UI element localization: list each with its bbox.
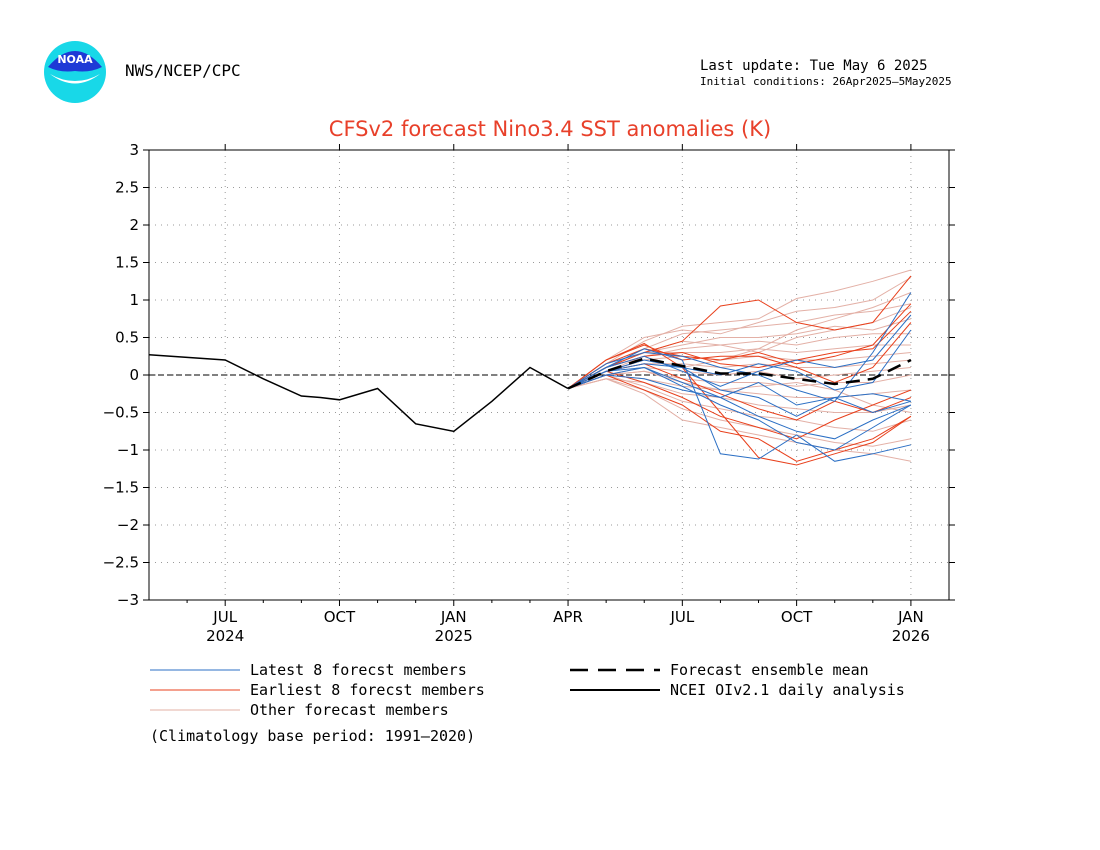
x-tick-label: JAN	[897, 608, 924, 626]
y-axis: −3 −2.5 −2 −1.5 −1 −0.5 0 0.5 1 1.5 2 2.5 3	[103, 141, 955, 609]
latest-members	[567, 292, 912, 462]
y-tick-label: −1.5	[103, 479, 139, 497]
y-tick-label: 0.5	[115, 329, 139, 347]
other-member-line	[567, 374, 912, 432]
initial-conditions-label: Initial conditions: 26Apr2025—5May2025	[700, 75, 952, 88]
y-tick-label: 1.5	[115, 254, 139, 272]
latest-member-line	[567, 374, 912, 414]
other-member-line	[567, 333, 911, 389]
latest-member-line	[567, 366, 912, 440]
earliest-member-line	[567, 322, 912, 389]
earliest-member-line	[567, 275, 912, 389]
legend-earliest-label: Earliest 8 forecst members	[250, 681, 485, 699]
x-tick-label: APR	[553, 608, 583, 626]
earliest-member-line	[567, 374, 912, 462]
other-member-line	[567, 370, 911, 413]
x-tick-label: JUL	[669, 608, 694, 626]
chart-title: CFSv2 forecast Nino3.4 SST anomalies (K)	[329, 117, 771, 141]
legend-mean-label: Forecast ensemble mean	[670, 661, 869, 679]
y-tick-label: −0.5	[103, 404, 139, 422]
x-tick-label: JAN	[440, 608, 467, 626]
y-tick-label: 2	[129, 216, 139, 234]
legend-latest-label: Latest 8 forecst members	[250, 661, 467, 679]
y-tick-label: 3	[129, 141, 139, 159]
y-tick-label: 0	[129, 366, 139, 384]
logo-bird-shape	[48, 51, 102, 72]
logo-text: NOAA	[57, 53, 93, 66]
ensemble-mean-line	[567, 357, 912, 390]
analysis-line	[148, 354, 569, 433]
y-tick-label: −1	[117, 441, 139, 459]
last-update-label: Last update: Tue May 6 2025	[700, 58, 928, 74]
legend-other-label: Other forecast members	[250, 701, 449, 719]
other-member-line	[567, 269, 912, 389]
x-tick-year: 2025	[435, 627, 473, 645]
latest-member-line	[567, 329, 912, 391]
y-tick-label: 2.5	[115, 179, 139, 197]
latest-member-line	[567, 314, 912, 389]
earliest-member-line	[567, 310, 912, 389]
earliest-members	[567, 275, 912, 466]
logo-wave	[50, 74, 100, 84]
x-tick-year: 2026	[892, 627, 930, 645]
noaa-logo: NOAA	[44, 41, 106, 103]
x-tick-label: OCT	[324, 608, 356, 626]
other-member-line	[567, 277, 912, 389]
y-tick-label: −2	[117, 516, 139, 534]
agency-label: NWS/NCEP/CPC	[125, 61, 241, 80]
latest-member-line	[567, 359, 911, 417]
latest-member-line	[567, 292, 912, 402]
y-tick-label: 1	[129, 291, 139, 309]
x-tick-label: JUL	[212, 608, 237, 626]
other-member-line	[567, 378, 911, 462]
other-member-line	[567, 318, 912, 389]
x-tick-label: OCT	[781, 608, 813, 626]
y-tick-label: −3	[117, 591, 139, 609]
latest-member-line	[567, 366, 912, 451]
legend-analysis-label: NCEI OIv2.1 daily analysis	[670, 681, 905, 699]
x-tick-year: 2024	[206, 627, 244, 645]
climatology-note: (Climatology base period: 1991—2020)	[150, 727, 476, 745]
plot-frame	[148, 149, 950, 601]
y-tick-label: −2.5	[103, 554, 139, 572]
legend: Latest 8 forecst members Earliest 8 fore…	[150, 661, 905, 719]
